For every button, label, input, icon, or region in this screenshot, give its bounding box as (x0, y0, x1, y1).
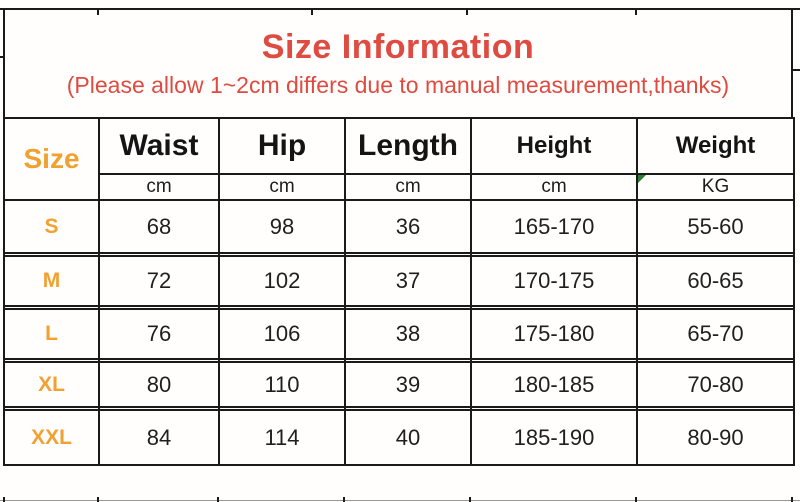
gridline-tick (469, 497, 471, 502)
gridline-tick (791, 497, 793, 502)
unit-hip: cm (218, 173, 346, 201)
page-title: Size Information (261, 28, 535, 67)
unit-waist: cm (98, 173, 220, 201)
weight-cell: 80-90 (636, 409, 795, 466)
length-cell: 37 (344, 255, 472, 307)
cell-corner-marker-icon (639, 176, 646, 183)
table-row: M 72 102 37 170-175 60-65 (3, 255, 795, 307)
length-cell: 40 (344, 409, 472, 466)
gridline-tick (466, 10, 468, 15)
separator-row (3, 252, 795, 257)
hip-cell: 102 (218, 255, 346, 307)
unit-weight: KG (636, 173, 795, 201)
weight-cell: 60-65 (636, 255, 795, 307)
table-row: L 76 106 38 175-180 65-70 (3, 308, 795, 360)
size-label: XL (3, 361, 100, 408)
column-header-hip: Hip (218, 117, 346, 175)
column-header-weight: Weight (636, 117, 795, 175)
column-header-waist: Waist (98, 117, 220, 175)
gridline-tick (635, 10, 637, 15)
length-cell: 38 (344, 308, 472, 360)
unit-length: cm (344, 173, 472, 201)
separator-row (3, 358, 795, 363)
height-cell: 185-190 (470, 409, 638, 466)
waist-cell: 76 (98, 308, 220, 360)
gridline-tick (97, 497, 99, 502)
separator-row (3, 305, 795, 310)
gridline-tick (0, 56, 3, 58)
waist-cell: 72 (98, 255, 220, 307)
table-row: XXL 84 114 40 185-190 80-90 (3, 409, 795, 466)
gridline-tick (311, 10, 313, 15)
gridline-tick (217, 497, 219, 502)
weight-cell: 65-70 (636, 308, 795, 360)
waist-cell: 68 (98, 199, 220, 254)
hip-cell: 114 (218, 409, 346, 466)
column-header-length: Length (344, 117, 472, 175)
gridline-tick (3, 497, 5, 502)
gridline-tick (635, 497, 637, 502)
gridline-tick (343, 497, 345, 502)
waist-cell: 84 (98, 409, 220, 466)
hip-cell: 110 (218, 361, 346, 408)
height-cell: 165-170 (470, 199, 638, 254)
size-label: M (3, 255, 100, 307)
column-header-height: Height (470, 117, 638, 175)
length-cell: 39 (344, 361, 472, 408)
waist-cell: 80 (98, 361, 220, 408)
bottom-gridline (0, 500, 800, 501)
size-label: S (3, 199, 100, 254)
height-cell: 175-180 (470, 308, 638, 360)
weight-cell: 70-80 (636, 361, 795, 408)
weight-cell: 55-60 (636, 199, 795, 254)
separator-row (3, 406, 795, 411)
gridline-tick (793, 69, 800, 71)
size-label: XXL (3, 409, 100, 466)
size-table: Size Waist Hip Length Height Weight cm c… (3, 117, 795, 466)
title-box: Size Information (Please allow 1~2cm dif… (3, 10, 793, 117)
hip-cell: 98 (218, 199, 346, 254)
column-header-size: Size (3, 117, 100, 201)
hip-cell: 106 (218, 308, 346, 360)
table-unit-row: cm cm cm cm KG (4, 173, 795, 201)
table-row: XL 80 110 39 180-185 70-80 (3, 361, 795, 408)
unit-height: cm (470, 173, 638, 201)
table-row: S 68 98 36 165-170 55-60 (3, 199, 795, 254)
height-cell: 170-175 (470, 255, 638, 307)
size-label: L (3, 308, 100, 360)
unit-weight-label: KG (701, 176, 730, 197)
page-subtitle: (Please allow 1~2cm differs due to manua… (66, 71, 730, 98)
gridline-tick (97, 10, 99, 15)
length-cell: 36 (344, 199, 472, 254)
table-header-row: Size Waist Hip Length Height Weight (3, 117, 795, 201)
top-gridline (0, 8, 800, 10)
height-cell: 180-185 (470, 361, 638, 408)
